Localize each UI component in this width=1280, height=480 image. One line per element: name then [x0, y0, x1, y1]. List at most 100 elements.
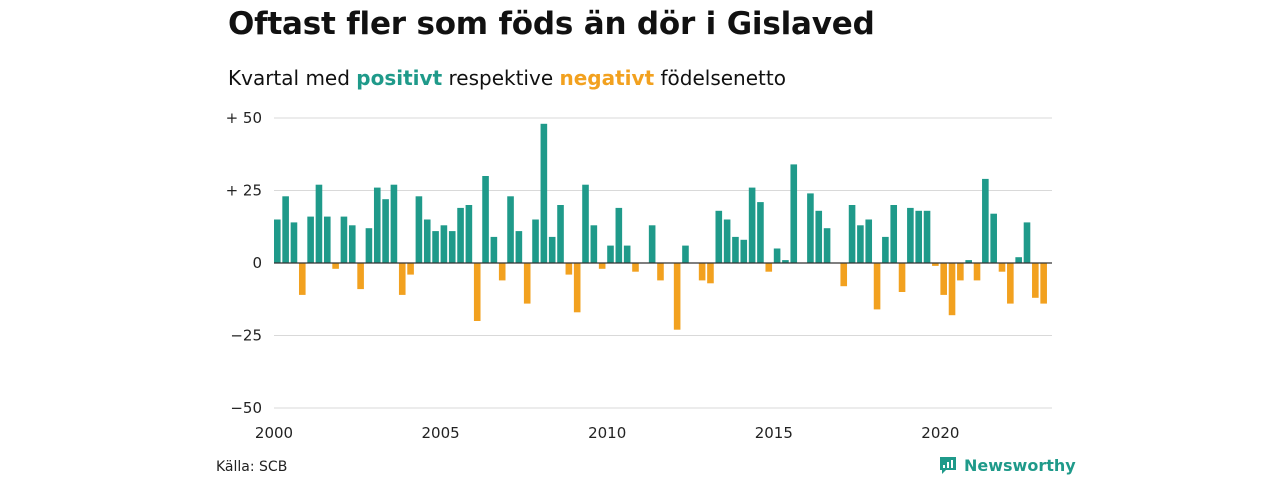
newsworthy-logo: Newsworthy — [938, 455, 1076, 475]
bar — [873, 263, 881, 310]
bar — [773, 248, 781, 263]
newsworthy-logo-text: Newsworthy — [964, 455, 1076, 475]
bar — [932, 263, 939, 266]
subtitle-prefix: Kvartal med — [228, 66, 350, 90]
bar — [657, 263, 664, 281]
bar — [590, 225, 598, 263]
bar — [982, 178, 989, 263]
bar — [290, 222, 298, 263]
y-tick-label: + 50 — [226, 109, 262, 127]
y-tick-label: −50 — [230, 399, 262, 417]
bar — [607, 245, 614, 263]
bar — [548, 236, 556, 263]
bar — [957, 263, 964, 281]
bar — [390, 184, 398, 263]
bar — [940, 263, 947, 295]
bar — [1040, 263, 1047, 304]
bar — [890, 205, 898, 263]
bar — [298, 263, 306, 295]
bar — [615, 207, 623, 263]
bar — [332, 263, 339, 269]
bar — [732, 236, 739, 263]
bar — [457, 207, 464, 263]
bar — [540, 123, 548, 263]
bar — [407, 263, 414, 275]
bar — [523, 263, 531, 304]
bar — [748, 187, 756, 263]
x-tick-label: 2000 — [255, 424, 293, 442]
bar — [782, 260, 789, 263]
bar — [723, 219, 731, 263]
bar — [948, 263, 956, 316]
bar — [707, 263, 714, 284]
bar — [865, 219, 873, 263]
bar — [698, 263, 706, 281]
bar — [382, 199, 389, 263]
newsworthy-logo-icon — [940, 457, 956, 474]
chart-title: Oftast fler som föds än dör i Gislaved — [228, 6, 875, 42]
bar — [673, 263, 681, 330]
bar — [1032, 263, 1039, 298]
source-note: Källa: SCB — [216, 459, 288, 475]
bar — [598, 263, 606, 269]
bar — [507, 196, 514, 263]
bar — [323, 216, 331, 263]
bar — [907, 207, 914, 263]
bar — [348, 225, 356, 263]
bar — [815, 210, 823, 263]
bar — [1007, 263, 1014, 304]
bar — [398, 263, 406, 295]
bar — [757, 202, 764, 263]
bar — [498, 263, 506, 281]
bar — [582, 184, 589, 263]
y-tick-label: −25 — [230, 327, 262, 345]
bar — [440, 225, 448, 263]
bar — [765, 263, 773, 272]
bar — [848, 205, 856, 263]
subtitle-negative: negativt — [559, 66, 655, 90]
bar — [274, 219, 281, 263]
bar — [807, 193, 814, 263]
bar — [315, 184, 323, 263]
bar — [515, 231, 523, 263]
bar — [1023, 222, 1031, 263]
bar — [857, 225, 864, 263]
bar — [965, 260, 972, 263]
x-tick-label: 2020 — [921, 424, 959, 442]
subtitle-middle: respektive — [448, 66, 554, 90]
x-tick-label: 2005 — [422, 424, 460, 442]
bar — [998, 263, 1006, 272]
bar — [840, 263, 848, 287]
bar — [423, 219, 431, 263]
bar — [715, 210, 723, 263]
bar — [432, 231, 439, 263]
bar — [557, 205, 564, 263]
bar — [990, 213, 997, 263]
y-tick-label: + 25 — [226, 182, 262, 200]
bar-chart: + 50 + 25 0 −25 −50 2000 2005 2010 2015 2020 — [226, 109, 1052, 442]
bar — [415, 196, 423, 263]
subtitle-suffix: födelsenetto — [660, 66, 786, 90]
bar — [898, 263, 906, 292]
bar — [573, 263, 581, 313]
bar — [823, 228, 831, 263]
bar — [790, 164, 798, 263]
bar — [448, 231, 456, 263]
subtitle-positive: positivt — [356, 66, 443, 90]
bar — [740, 239, 748, 263]
bar — [632, 263, 639, 272]
bar — [682, 245, 689, 263]
y-tick-label: 0 — [252, 254, 262, 272]
bar — [623, 245, 631, 263]
bar — [565, 263, 573, 275]
bar — [482, 176, 489, 263]
x-tick-label: 2010 — [588, 424, 626, 442]
bar — [307, 216, 314, 263]
bar — [915, 210, 923, 263]
bar — [465, 205, 473, 263]
bar — [1015, 257, 1022, 263]
bar — [357, 263, 364, 290]
bar — [473, 263, 481, 321]
bar — [365, 228, 373, 263]
bar — [923, 210, 931, 263]
